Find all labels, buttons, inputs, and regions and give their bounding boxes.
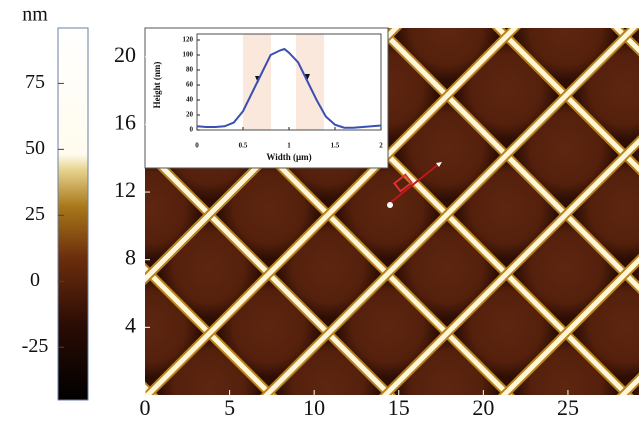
- colorbar-tick-label: 25: [25, 203, 45, 225]
- y-tick-label: 4: [125, 312, 136, 337]
- y-tick-label: 12: [114, 177, 136, 202]
- y-tick-label: 8: [125, 245, 136, 270]
- inset-x-tick-label: 0.5: [239, 142, 248, 150]
- inset-x-tick-label: 1: [287, 142, 291, 150]
- inset-y-tick-label: 120: [183, 36, 194, 44]
- profile-start: [387, 202, 393, 208]
- inset-x-label: Width (μm): [266, 152, 311, 162]
- y-tick-label: 16: [114, 109, 136, 134]
- inset-y-tick-label: 80: [186, 66, 194, 74]
- inset-y-tick-label: 20: [186, 111, 194, 119]
- x-tick-label: 5: [224, 395, 235, 420]
- colorbar-gradient: [57, 27, 89, 401]
- x-tick-label: 10: [303, 395, 325, 420]
- profile-line: [389, 162, 441, 204]
- y-tick-label: 20: [114, 42, 136, 67]
- profile-marker: [393, 173, 413, 193]
- profile-arrow: [436, 162, 442, 167]
- x-tick-label: 15: [388, 395, 410, 420]
- inset-x-tick-label: 1.5: [331, 142, 340, 150]
- colorbar-tick-label: 75: [25, 71, 45, 93]
- colorbar-tick-label: -25: [22, 335, 49, 357]
- colorbar-tick-label: 50: [25, 137, 45, 159]
- inset-shade: [296, 34, 324, 130]
- inset-y-label: Height (nm): [152, 62, 162, 109]
- inset-y-tick-label: 100: [183, 51, 194, 59]
- inset-y-tick-label: 40: [186, 96, 194, 104]
- x-tick-label: 25: [557, 395, 579, 420]
- x-tick-label: 0: [140, 395, 151, 420]
- colorbar: [57, 27, 89, 401]
- colorbar-label: nm: [22, 4, 48, 26]
- inset-x-tick-label: 0: [195, 142, 199, 150]
- colorbar-tick-label: 0: [30, 269, 40, 291]
- x-tick-label: 20: [472, 395, 494, 420]
- inset-y-tick-label: 60: [186, 81, 194, 89]
- inset-x-tick-label: 2: [379, 142, 383, 150]
- inset-y-tick-label: 0: [190, 126, 194, 134]
- profile-curve: [196, 47, 382, 129]
